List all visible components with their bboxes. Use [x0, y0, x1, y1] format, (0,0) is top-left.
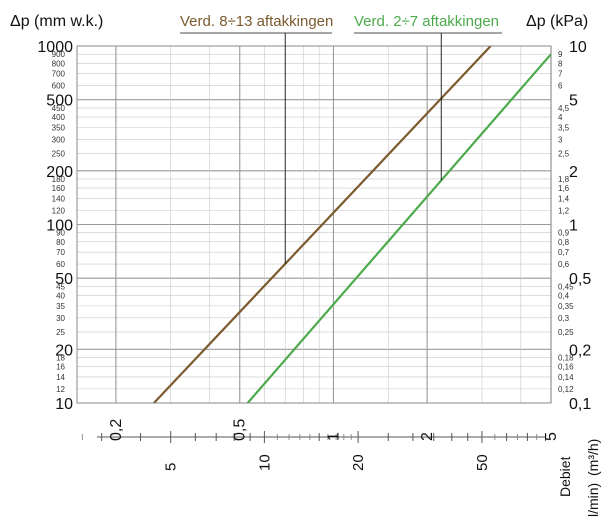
left-minor-tick-label: 350 [52, 123, 66, 132]
plot-frame [76, 45, 552, 404]
series-lines [153, 45, 552, 404]
lmin-tick-label: 50 [474, 454, 491, 471]
left-minor-tick-label: 300 [52, 135, 66, 144]
right-major-tick-label: 10 [569, 39, 587, 56]
x-tick-label: 0,5 [232, 419, 249, 441]
x-tick-label: 1 [325, 432, 342, 441]
right-minor-tick-label: 0,8 [558, 238, 570, 247]
legend-series-1: Verd. 8÷13 aftakkingen [180, 13, 333, 30]
left-minor-tick-label: 140 [52, 194, 66, 203]
right-minor-tick-label: 0,16 [558, 363, 574, 372]
right-minor-tick-label: 3 [558, 135, 563, 144]
left-minor-tick-label: 800 [52, 59, 66, 68]
right-minor-tick-label: 0,7 [558, 248, 570, 257]
left-axis-title: Δp (mm w.k.) [10, 13, 103, 30]
x-axis-title: Debiet [557, 456, 573, 497]
right-minor-tick-label: 0,35 [558, 302, 574, 311]
left-minor-tick-label: 40 [56, 292, 65, 301]
right-major-tick-label: 2 [569, 164, 578, 181]
left-major-tick-label: 20 [55, 342, 73, 359]
legend-leaders [284, 33, 442, 264]
left-minor-tick-label: 60 [56, 260, 65, 269]
left-minor-tick-label: 900 [52, 50, 66, 59]
left-minor-tick-label: 400 [52, 113, 66, 122]
lmin-tick-label: 10 [256, 454, 273, 471]
right-minor-tick-label: 1,2 [558, 206, 570, 215]
left-minor-tick-label: 30 [56, 314, 65, 323]
series-line-2 [246, 53, 552, 404]
x-tick-label: 2 [419, 432, 436, 441]
left-minor-tick-label: 450 [52, 104, 66, 113]
left-minor-tick-label: 700 [52, 70, 66, 79]
tick-marks [81, 431, 546, 443]
series-line-1 [153, 45, 492, 404]
left-minor-tick-label: 14 [56, 373, 65, 382]
left-minor-tick-label: 25 [56, 328, 65, 337]
right-minor-tick-label: 0,18 [558, 353, 574, 362]
left-minor-tick-label: 180 [52, 175, 66, 184]
right-minor-tick-label: 4,5 [558, 104, 570, 113]
x-tick-label: 5 [543, 432, 560, 441]
right-major-tick-label: 1 [569, 218, 578, 235]
right-major-tick-label: 0,5 [569, 271, 591, 288]
left-major-tick-label: 100 [46, 218, 73, 235]
lmin-tick-label: 5 [163, 463, 180, 471]
left-minor-tick-label: 18 [56, 353, 65, 362]
tick-labels: 1000500200100502010900800700600450400350… [37, 39, 591, 471]
left-major-tick-label: 200 [46, 164, 73, 181]
left-major-tick-label: 500 [46, 93, 73, 110]
right-minor-tick-label: 6 [558, 82, 563, 91]
x-axis-units: (m³/h) [585, 439, 601, 476]
left-major-tick-label: 50 [55, 271, 73, 288]
right-minor-tick-label: 0,45 [558, 282, 574, 291]
left-major-tick-label: 10 [55, 396, 73, 413]
right-minor-tick-label: 0,25 [558, 328, 574, 337]
right-major-tick-label: 5 [569, 93, 578, 110]
left-minor-tick-label: 45 [56, 282, 65, 291]
left-minor-tick-label: 600 [52, 82, 66, 91]
right-minor-tick-label: 0,3 [558, 314, 570, 323]
right-minor-tick-label: 8 [558, 59, 563, 68]
left-minor-tick-label: 120 [52, 206, 66, 215]
right-minor-tick-label: 9 [558, 50, 563, 59]
grid [77, 45, 552, 404]
right-minor-tick-label: 0,6 [558, 260, 570, 269]
lmin-tick-label: 20 [350, 454, 367, 471]
left-major-tick-label: 1000 [37, 39, 73, 56]
left-minor-tick-label: 160 [52, 184, 66, 193]
right-minor-tick-label: 0,12 [558, 385, 574, 394]
left-minor-tick-label: 90 [56, 229, 65, 238]
right-minor-tick-label: 7 [558, 70, 563, 79]
x-tick-label: 0,2 [108, 419, 125, 441]
left-minor-tick-label: 12 [56, 385, 65, 394]
left-minor-tick-label: 35 [56, 302, 65, 311]
right-major-tick-label: 0,2 [569, 342, 591, 359]
left-minor-tick-label: 70 [56, 248, 65, 257]
right-minor-tick-label: 0,4 [558, 292, 570, 301]
left-minor-tick-label: 80 [56, 238, 65, 247]
right-minor-tick-label: 0,9 [558, 229, 570, 238]
right-axis-title: Δp (kPa) [526, 13, 588, 30]
right-minor-tick-label: 2,5 [558, 149, 570, 158]
right-minor-tick-label: 1,8 [558, 175, 570, 184]
left-minor-tick-label: 250 [52, 149, 66, 158]
lmin-axis-units: l/min) [585, 483, 601, 517]
right-minor-tick-label: 1,6 [558, 184, 570, 193]
legend-series-2: Verd. 2÷7 aftakkingen [354, 13, 499, 30]
right-minor-tick-label: 0,14 [558, 373, 574, 382]
right-minor-tick-label: 1,4 [558, 194, 570, 203]
right-minor-tick-label: 4 [558, 113, 563, 122]
right-major-tick-label: 0,1 [569, 396, 591, 413]
right-minor-tick-label: 3,5 [558, 123, 570, 132]
left-minor-tick-label: 16 [56, 363, 65, 372]
